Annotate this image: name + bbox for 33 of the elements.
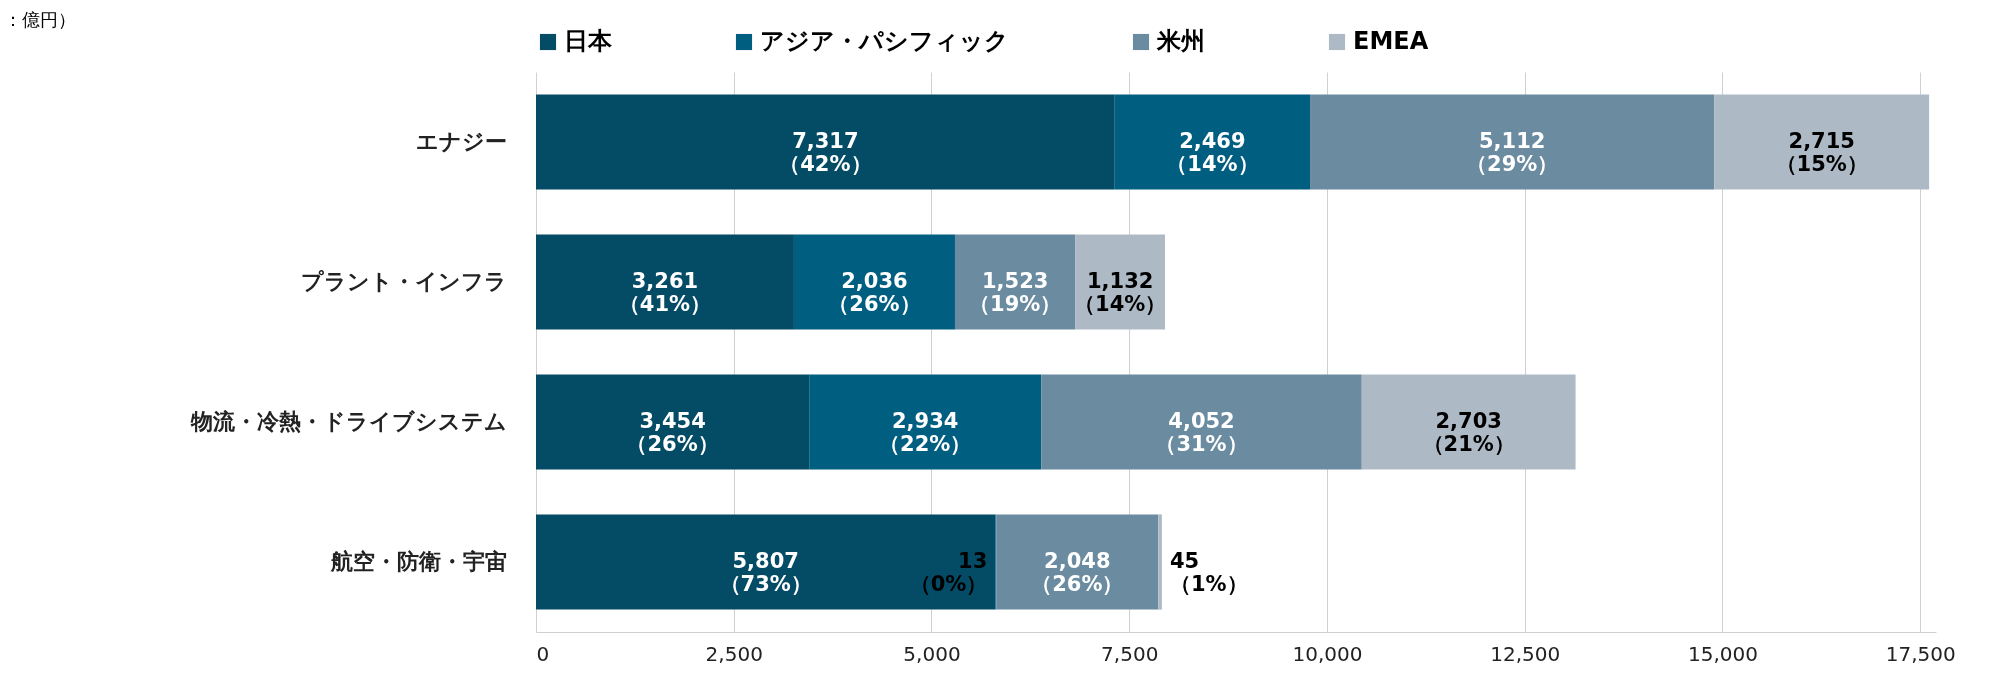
x-tick-label: 5,000 xyxy=(903,641,961,666)
x-tick-label: 10,000 xyxy=(1292,641,1363,666)
x-tick-label: 7,500 xyxy=(1101,641,1159,666)
data-label: 1,523 （19%） xyxy=(969,269,1062,316)
x-tick-label: 12,500 xyxy=(1490,641,1561,666)
data-label: 7,317 （42%） xyxy=(779,129,872,176)
data-label: 4,052 （31%） xyxy=(1155,409,1248,456)
x-tick-label: 2,500 xyxy=(705,641,763,666)
data-label: 5,112 （29%） xyxy=(1466,129,1559,176)
x-tick-label: 0 xyxy=(536,641,550,666)
data-label: 2,703 （21%） xyxy=(1422,409,1515,456)
y-tick-label: プラント・インフラ xyxy=(300,269,507,294)
y-tick-label: 航空・防衛・宇宙 xyxy=(329,549,507,574)
data-label: 45 （1%） xyxy=(1169,549,1248,596)
legend-label: 日本 xyxy=(564,27,613,55)
legend-label: アジア・パシフィック xyxy=(760,27,1009,55)
data-label: 1,132 （14%） xyxy=(1074,269,1167,316)
legend-label: 米州 xyxy=(1156,27,1205,55)
x-tick-label: 17,500 xyxy=(1885,641,1956,666)
data-label: 3,261 （41%） xyxy=(618,269,712,316)
data-label: 2,048 （26%） xyxy=(1031,549,1124,596)
data-label: 13 （0%） xyxy=(909,549,988,596)
data-label: 2,715 （15%） xyxy=(1775,129,1868,176)
y-tick-label: 物流・冷熱・ドライブシステム xyxy=(189,409,507,434)
data-label: 3,454 （26%） xyxy=(626,409,719,456)
text: ：億円） xyxy=(4,8,76,32)
legend-label: EMEA xyxy=(1353,27,1429,55)
data-label: 2,469 （14%） xyxy=(1166,129,1259,176)
data-label: 2,934 （22%） xyxy=(879,409,972,456)
data-label: 2,036 （26%） xyxy=(828,269,921,316)
data-label: 5,807 （73%） xyxy=(719,549,812,596)
y-tick-label: エナジー xyxy=(415,129,507,154)
x-tick-label: 15,000 xyxy=(1687,641,1758,666)
